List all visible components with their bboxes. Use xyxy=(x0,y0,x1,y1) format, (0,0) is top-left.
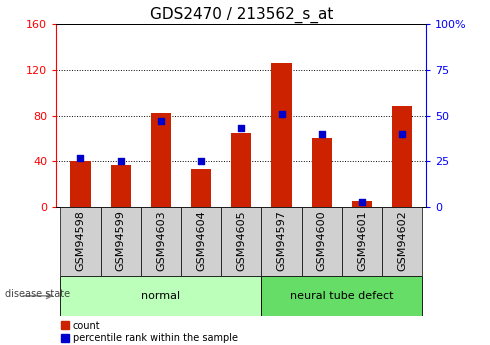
Point xyxy=(238,126,245,131)
Point xyxy=(117,159,124,164)
Text: GSM94599: GSM94599 xyxy=(116,210,126,271)
Bar xyxy=(271,63,292,207)
Bar xyxy=(352,201,372,207)
Bar xyxy=(382,207,422,276)
Point xyxy=(76,155,84,160)
Bar xyxy=(100,207,141,276)
Bar xyxy=(111,165,131,207)
Text: GSM94601: GSM94601 xyxy=(357,210,367,271)
Bar xyxy=(302,207,342,276)
Point xyxy=(278,111,286,117)
Text: disease state: disease state xyxy=(5,289,70,299)
Bar xyxy=(231,133,251,207)
Bar xyxy=(60,276,262,316)
Title: GDS2470 / 213562_s_at: GDS2470 / 213562_s_at xyxy=(149,7,333,23)
Text: GSM94603: GSM94603 xyxy=(156,210,166,271)
Bar xyxy=(141,207,181,276)
Text: GSM94602: GSM94602 xyxy=(397,210,407,271)
Bar xyxy=(262,276,422,316)
Bar xyxy=(392,106,412,207)
Bar xyxy=(342,207,382,276)
Point xyxy=(157,118,165,124)
Legend: count, percentile rank within the sample: count, percentile rank within the sample xyxy=(61,321,238,344)
Bar xyxy=(312,138,332,207)
Point xyxy=(358,199,366,204)
Text: GSM94597: GSM94597 xyxy=(276,210,287,271)
Bar xyxy=(262,207,302,276)
Point xyxy=(197,159,205,164)
Text: GSM94600: GSM94600 xyxy=(317,210,327,271)
Text: normal: normal xyxy=(141,291,180,301)
Bar xyxy=(71,161,91,207)
Bar xyxy=(191,169,211,207)
Text: neural tube defect: neural tube defect xyxy=(290,291,393,301)
Bar xyxy=(181,207,221,276)
Point xyxy=(318,131,326,137)
Text: GSM94605: GSM94605 xyxy=(236,210,246,271)
Point xyxy=(398,131,406,137)
Bar xyxy=(60,207,100,276)
Bar xyxy=(221,207,262,276)
Text: GSM94604: GSM94604 xyxy=(196,210,206,271)
Bar xyxy=(151,113,171,207)
Text: GSM94598: GSM94598 xyxy=(75,210,85,271)
